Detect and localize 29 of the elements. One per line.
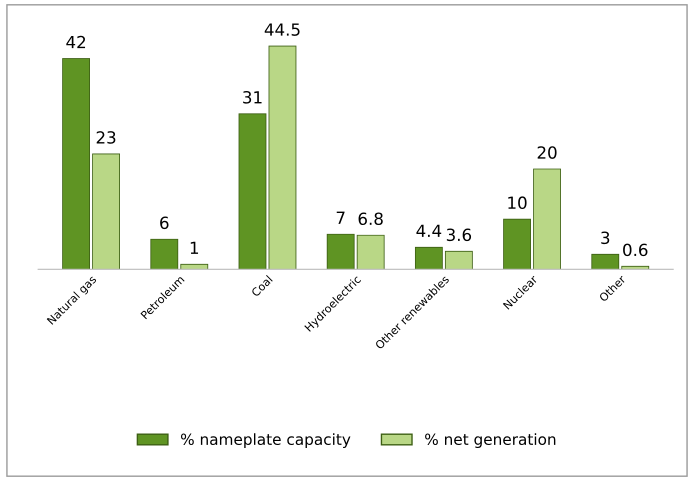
data-label: 6 (160, 216, 169, 230)
data-label: 42 (66, 36, 86, 48)
bar (356, 234, 385, 270)
data-label: 31 (243, 91, 262, 104)
data-label: 4.4 (416, 224, 442, 237)
bar (444, 250, 473, 270)
legend-label: % net generation (425, 433, 556, 448)
bar (414, 246, 443, 270)
data-label: 23 (96, 131, 116, 144)
bar (268, 46, 296, 270)
bar (150, 238, 178, 270)
bar (238, 113, 266, 270)
bar (326, 234, 355, 270)
data-label: 6.8 (358, 212, 383, 226)
bar (92, 154, 120, 270)
bar (503, 218, 531, 270)
bar (591, 254, 620, 270)
bar (180, 264, 208, 270)
data-label: 7 (336, 212, 345, 224)
data-label: 3 (601, 232, 610, 244)
data-label: 44.5 (264, 23, 300, 36)
data-label: 10 (508, 196, 527, 209)
bar (533, 168, 561, 270)
bar (62, 58, 90, 270)
data-label: 0.6 (623, 244, 648, 256)
data-label: 3.6 (446, 228, 472, 242)
data-label: 1 (190, 242, 198, 254)
data-label: 20 (538, 146, 557, 159)
legend-label: % nameplate capacity (180, 433, 350, 448)
